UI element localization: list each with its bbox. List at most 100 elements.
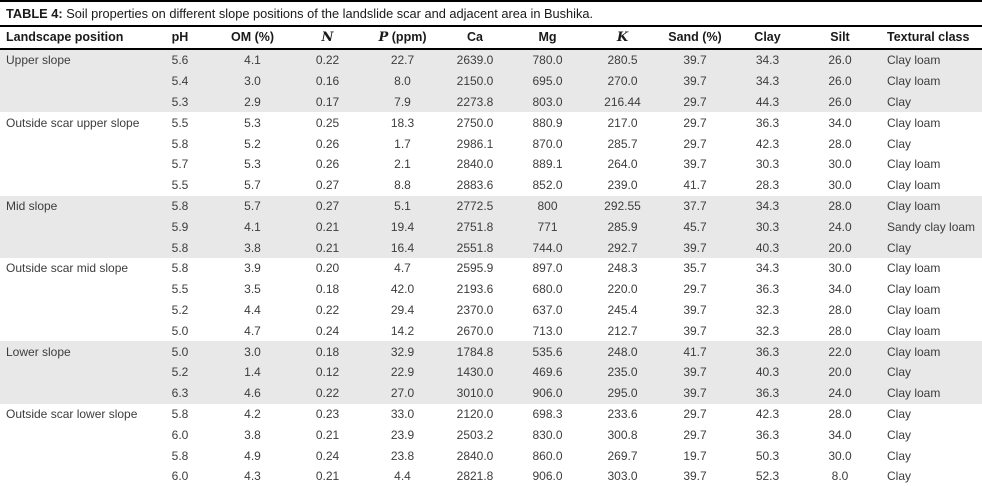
- cell-om-percent: 5.7: [244, 178, 261, 193]
- cell-clay: 36.3: [755, 427, 780, 442]
- cell-ca: 2503.2: [456, 427, 494, 442]
- cell-sand-percent: 39.7: [683, 323, 707, 338]
- cell-k: 216.44: [585, 91, 660, 113]
- cell-p-ppm: 33.0: [390, 406, 415, 421]
- cell-landscape-position: [0, 361, 145, 383]
- cell-clay: 34.3: [730, 70, 805, 92]
- column-header-ph: pH: [145, 27, 215, 50]
- cell-mg: 880.9: [532, 115, 563, 130]
- cell-p-ppm: 14.2: [390, 323, 415, 338]
- cell-n: 0.21: [315, 427, 340, 442]
- cell-ca: 2986.1: [456, 136, 494, 151]
- cell-om-percent: 3.0: [215, 341, 290, 362]
- cell-textural-class: Clay: [875, 361, 982, 383]
- cell-ph: 6.0: [171, 427, 189, 442]
- cell-mg: 680.0: [532, 282, 563, 297]
- cell-k: 235.0: [585, 361, 660, 383]
- cell-k: 212.7: [607, 323, 638, 338]
- cell-clay: 40.3: [730, 361, 805, 383]
- column-header-label: (ppm): [388, 29, 427, 44]
- cell-mg: 803.0: [510, 91, 585, 113]
- cell-ca: 3010.0: [440, 382, 510, 404]
- cell-ca: 2150.0: [440, 70, 510, 92]
- cell-n: 0.27: [315, 178, 340, 193]
- column-header-clay: Clay: [730, 27, 805, 50]
- table-row: 5.4 3.0 0.16 8.0 2150.0 695.0 270.0 39.7 34.3 26.…: [0, 70, 982, 92]
- table-caption-text: Soil properties on different slope posit…: [62, 6, 594, 21]
- cell-k: 248.3: [607, 261, 638, 276]
- cell-textural-class: Clay loam: [875, 341, 982, 362]
- cell-ca: 2370.0: [456, 302, 494, 317]
- cell-ph: 5.8: [171, 136, 189, 151]
- table-row: 5.8 4.9 0.24 23.8 2840.0 860.0 269.7 19.7 50.3 30…: [0, 445, 982, 466]
- cell-silt: 22.0: [805, 341, 875, 362]
- cell-sand-percent: 29.7: [683, 115, 707, 130]
- cell-silt: 30.0: [828, 178, 852, 193]
- cell-textural-class: Clay: [887, 448, 912, 463]
- table-row: 6.3 4.6 0.22 27.0 3010.0 906.0 295.0 39.7 36.3 24…: [0, 382, 982, 404]
- cell-sand-percent: 19.7: [683, 448, 707, 463]
- table-row: Outside scar upper slope 5.5 5.3 0.25 18.3 27…: [0, 112, 982, 133]
- cell-clay: 40.3: [730, 237, 805, 258]
- cell-landscape-position: [0, 91, 145, 113]
- cell-mg: 897.0: [532, 261, 563, 276]
- cell-sand-percent: 41.7: [683, 178, 707, 193]
- cell-sand-percent: 29.7: [683, 427, 707, 442]
- cell-k: 292.55: [585, 195, 660, 217]
- cell-clay: 30.3: [755, 157, 780, 172]
- cell-ca: 2821.8: [456, 469, 494, 484]
- cell-ca: 2840.0: [456, 157, 494, 172]
- cell-clay: 50.3: [755, 448, 780, 463]
- cell-mg: 780.0: [510, 49, 585, 71]
- cell-k: 248.0: [585, 341, 660, 362]
- table-row: 6.0 3.8 0.21 23.9 2503.2 830.0 300.8 29.7 36.3 34…: [0, 424, 982, 445]
- column-header-label: Landscape position: [6, 30, 124, 44]
- column-header-label: Clay: [754, 30, 781, 44]
- table-row: Mid slope 5.8 5.7 0.27 5.1 2772.5 800 292.55 37.…: [0, 195, 982, 217]
- cell-clay: 42.3: [755, 406, 780, 421]
- cell-om-percent: 3.8: [244, 427, 261, 442]
- header-row: Landscape position pH OM (%) N P (ppm) Ca Mg K S…: [0, 27, 982, 50]
- cell-ph: 5.5: [171, 282, 189, 297]
- cell-mg: 695.0: [510, 70, 585, 92]
- cell-silt: 34.0: [828, 282, 852, 297]
- column-header-label: Textural class: [887, 30, 970, 44]
- cell-n: 0.24: [315, 323, 340, 338]
- cell-silt: 34.0: [828, 427, 852, 442]
- table-row: Outside scar mid slope 5.8 3.9 0.20 4.7 2595.…: [0, 258, 982, 279]
- table-row: 5.5 3.5 0.18 42.0 2193.6 680.0 220.0 29.7 36.3 34…: [0, 279, 982, 300]
- cell-p-ppm: 29.4: [390, 302, 415, 317]
- cell-landscape-position: [0, 382, 145, 404]
- cell-silt: 28.0: [805, 195, 875, 217]
- cell-sand-percent: 39.7: [683, 157, 707, 172]
- cell-landscape-position: Upper slope: [0, 49, 145, 71]
- cell-textural-class: Clay loam: [887, 282, 941, 297]
- cell-n: 0.16: [290, 70, 365, 92]
- cell-silt: 28.0: [828, 406, 852, 421]
- cell-clay: 32.3: [755, 323, 780, 338]
- cell-landscape-position: [0, 154, 145, 175]
- cell-clay: 44.3: [730, 91, 805, 113]
- cell-om-percent: 2.9: [215, 91, 290, 113]
- cell-textural-class: Clay: [887, 136, 912, 151]
- cell-n: 0.21: [290, 237, 365, 258]
- cell-om-percent: 4.7: [244, 323, 261, 338]
- cell-sand-percent: 39.7: [660, 49, 730, 71]
- cell-p-ppm: 4.7: [394, 261, 411, 276]
- cell-p-ppm: 16.4: [365, 237, 440, 258]
- cell-p-ppm: 42.0: [390, 282, 415, 297]
- cell-sand-percent: 41.7: [660, 341, 730, 362]
- cell-mg: 535.6: [510, 341, 585, 362]
- table-row: 5.9 4.1 0.21 19.4 2751.8 771 285.9 45.7 30.3 24.0…: [0, 216, 982, 238]
- cell-ca: 2595.9: [456, 261, 494, 276]
- cell-ph: 5.8: [171, 261, 189, 276]
- cell-mg: 860.0: [532, 448, 563, 463]
- cell-clay: 42.3: [755, 136, 780, 151]
- cell-landscape-position: [0, 216, 145, 238]
- cell-p-ppm: 1.7: [394, 136, 411, 151]
- cell-textural-class: Clay loam: [875, 49, 982, 71]
- math-symbol: N: [321, 29, 334, 45]
- cell-textural-class: Clay loam: [887, 178, 941, 193]
- cell-k: 270.0: [585, 70, 660, 92]
